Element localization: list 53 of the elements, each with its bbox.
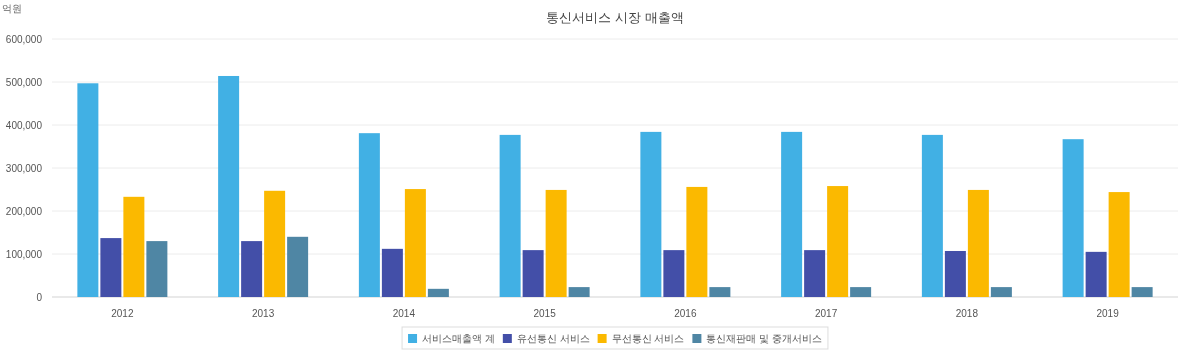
bar [522, 250, 544, 297]
legend-label: 서비스매출액 계 [422, 333, 495, 344]
x-tick-label: 2016 [674, 308, 697, 319]
bar [264, 190, 286, 297]
x-tick-label: 2012 [111, 308, 134, 319]
bar [663, 250, 685, 297]
bar [686, 186, 708, 297]
bar [1131, 287, 1153, 297]
bar [358, 133, 380, 297]
bar [545, 189, 567, 297]
bar [827, 186, 849, 297]
x-tick-label: 2018 [955, 308, 979, 319]
x-tick-label: 2015 [533, 308, 557, 319]
x-tick-label: 2013 [252, 308, 275, 319]
y-tick-label: 0 [36, 292, 43, 303]
bar [944, 250, 966, 297]
x-tick-label: 2014 [392, 308, 416, 319]
bar [568, 287, 590, 297]
y-tick-label: 500,000 [5, 77, 43, 88]
bar [218, 75, 240, 297]
bar [241, 241, 263, 297]
bar [499, 134, 521, 297]
bar [404, 189, 426, 297]
y-tick-label: 200,000 [5, 206, 43, 217]
bar [1062, 139, 1084, 297]
bar [287, 236, 309, 297]
x-tick-label: 2017 [815, 308, 838, 319]
bar [381, 248, 403, 297]
y-axis-title: 억원 [2, 3, 22, 14]
y-tick-label: 100,000 [5, 249, 43, 260]
legend-label: 유선통신 서비스 [516, 333, 590, 344]
y-tick-label: 400,000 [5, 120, 43, 131]
bar [146, 241, 168, 297]
bar [100, 238, 122, 297]
bar [781, 131, 803, 297]
bar [1108, 192, 1130, 297]
legend-label: 무선통신 서비스 [611, 333, 685, 344]
legend-label: 통신재판매 및 중개서비스 [706, 333, 822, 344]
bar [921, 134, 943, 297]
bar [850, 287, 872, 297]
bar [1085, 251, 1107, 297]
bar [77, 83, 99, 297]
bar [123, 196, 145, 297]
chart-title: 통신서비스 시장 매출액 [546, 10, 684, 25]
y-tick-label: 600,000 [5, 34, 43, 45]
x-tick-label: 2019 [1096, 308, 1120, 319]
bar [709, 287, 731, 297]
bar [990, 287, 1012, 297]
y-tick-label: 300,000 [5, 163, 43, 174]
bar [427, 288, 449, 297]
bar [640, 131, 662, 297]
bar [967, 189, 989, 297]
bar [804, 250, 826, 297]
